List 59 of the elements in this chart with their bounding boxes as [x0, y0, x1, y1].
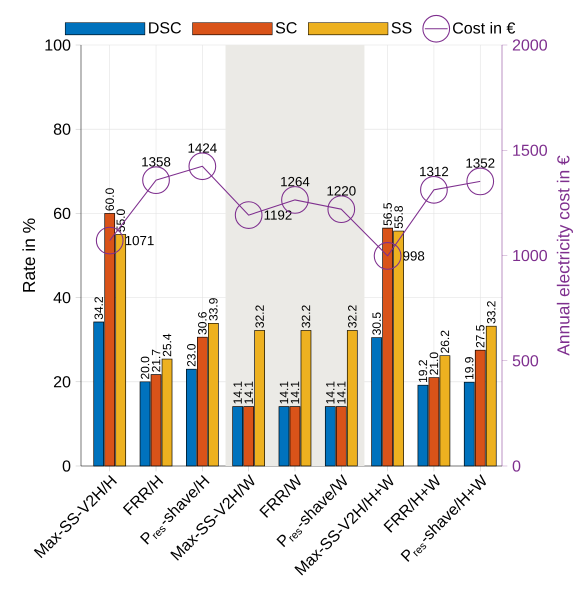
data-label: 32.2	[348, 305, 357, 328]
data-label: 1220	[327, 186, 356, 196]
legend-label: DSC	[149, 22, 181, 34]
data-label: 25.4	[162, 334, 172, 356]
point	[374, 242, 402, 270]
point	[420, 176, 448, 204]
data-label: 32.2	[302, 305, 310, 328]
data-label: 1264	[281, 176, 310, 186]
y2-tick-label: 1500	[513, 144, 548, 156]
data-label: 1192	[264, 210, 292, 220]
data-label: 33.2	[486, 301, 496, 324]
data-label: 1312	[420, 166, 448, 176]
y-tick-label: 40	[54, 292, 70, 304]
data-label: 19.2	[418, 360, 428, 382]
data-label: 14.1	[244, 382, 253, 404]
point	[142, 166, 170, 194]
point	[234, 201, 263, 229]
data-label: 20.0	[140, 356, 150, 379]
y-tick-label: 0	[62, 460, 70, 472]
data-label: 1424	[188, 143, 217, 153]
data-label: 30.5	[372, 312, 381, 335]
data-label: 1358	[142, 157, 170, 167]
data-label: 21.0	[430, 352, 438, 375]
y-axis-title: Rate in %	[22, 218, 36, 292]
data-label: 14.1	[234, 382, 242, 404]
y-tick-label: 80	[54, 124, 70, 135]
point	[327, 195, 356, 224]
data-label: 23.0	[187, 344, 196, 366]
point	[466, 168, 494, 196]
data-label: 55.0	[116, 209, 125, 232]
point	[188, 152, 216, 180]
data-label: 1352	[466, 158, 494, 168]
data-label: 55.8	[394, 206, 403, 228]
data-label: 56.5	[383, 203, 392, 226]
data-label: 14.1	[280, 382, 288, 404]
legend-label: SS	[392, 22, 412, 34]
data-label: 32.2	[255, 305, 264, 328]
data-label: 27.5	[476, 325, 484, 348]
data-label: 14.1	[337, 382, 346, 404]
data-label: 34.2	[94, 297, 103, 320]
data-label: 19.9	[464, 357, 474, 380]
data-label: 30.6	[198, 312, 207, 334]
data-label: 14.1	[290, 382, 300, 404]
y-tick-label: 20	[54, 376, 70, 388]
data-label: 21.7	[152, 350, 160, 372]
y2-tick-label: 2000	[512, 39, 548, 51]
data-label: 26.2	[440, 330, 450, 353]
y2-axis-title: Annual electricity cost in €	[556, 156, 573, 356]
data-label: 33.9	[209, 298, 218, 321]
data-label: 1071	[126, 236, 154, 246]
legend-label: SC	[276, 22, 297, 34]
y-tick-label: 100	[45, 39, 70, 51]
y-tick-label: 60	[54, 208, 70, 220]
y2-tick-label: 1000	[513, 250, 548, 262]
data-label: 60.0	[105, 188, 114, 211]
y2-tick-label: 500	[512, 355, 538, 366]
legend-label: Cost in €	[453, 22, 516, 34]
y2-tick-label: 0	[512, 460, 520, 472]
data-label: 14.1	[326, 382, 334, 404]
